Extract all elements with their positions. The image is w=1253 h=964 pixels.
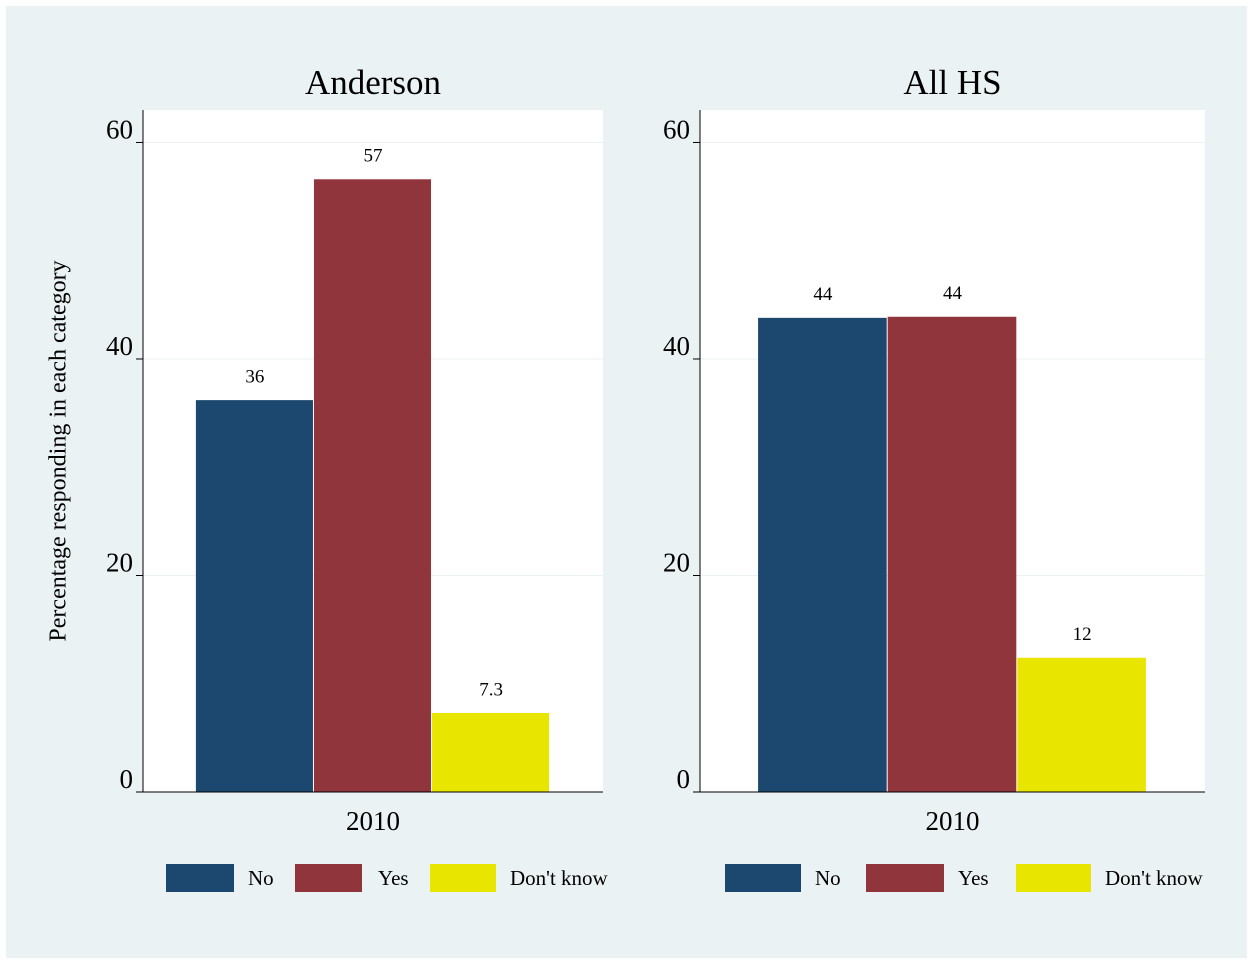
y-tick-label: 20 xyxy=(106,548,133,578)
bar xyxy=(758,317,887,792)
value-label: 7.3 xyxy=(479,679,503,700)
x-tick-label: 2010 xyxy=(926,806,980,836)
legend-swatch xyxy=(166,864,234,892)
bar xyxy=(195,400,313,792)
legend-swatch xyxy=(295,864,362,892)
legend-swatch xyxy=(430,864,496,892)
legend-label: Yes xyxy=(378,866,409,890)
y-axis-label: Percentage responding in each category xyxy=(46,260,72,641)
y-tick-label: 40 xyxy=(663,331,690,361)
value-label: 36 xyxy=(245,366,264,387)
value-label: 44 xyxy=(813,284,833,305)
y-tick-label: 0 xyxy=(677,764,691,794)
y-tick-label: 40 xyxy=(106,331,133,361)
legend-label: Don't know xyxy=(510,866,609,890)
legend-swatch xyxy=(866,864,944,892)
panel-title: Anderson xyxy=(305,63,441,102)
bar xyxy=(1017,657,1146,792)
bar xyxy=(887,316,1017,792)
legend-label: Don't know xyxy=(1105,866,1204,890)
value-label: 44 xyxy=(943,283,963,304)
x-tick-label: 2010 xyxy=(346,806,400,836)
legend-label: No xyxy=(815,866,841,890)
legend-label: Yes xyxy=(958,866,989,890)
y-tick-label: 0 xyxy=(120,764,134,794)
y-tick-label: 60 xyxy=(663,115,690,145)
value-label: 12 xyxy=(1073,624,1092,645)
legend-label: No xyxy=(248,866,274,890)
bar xyxy=(432,712,550,792)
y-tick-label: 60 xyxy=(106,115,133,145)
bar xyxy=(313,179,432,793)
legend-swatch xyxy=(1016,864,1091,892)
legend-swatch xyxy=(725,864,801,892)
value-label: 57 xyxy=(364,146,383,167)
panel-title: All HS xyxy=(903,63,1001,102)
y-tick-label: 20 xyxy=(663,548,690,578)
